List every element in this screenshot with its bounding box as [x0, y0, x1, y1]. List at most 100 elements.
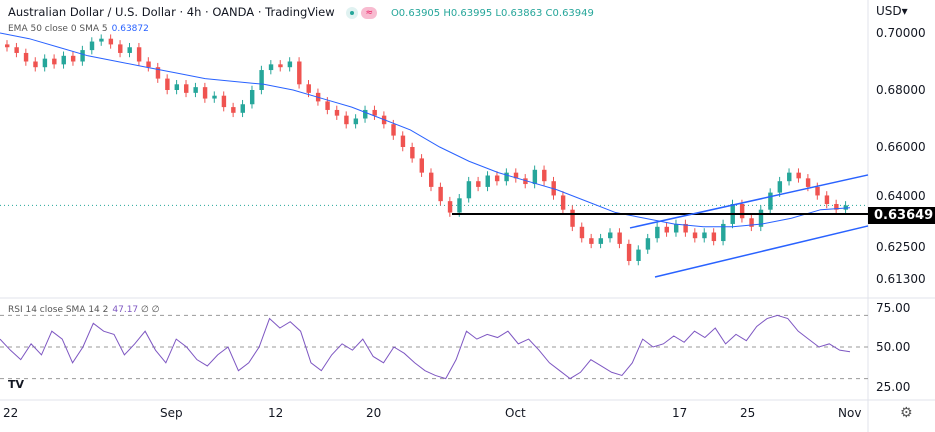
candle-body	[391, 124, 396, 136]
candle-body	[664, 226, 669, 233]
support-price-label: 0.63649	[868, 207, 935, 224]
candle-body	[523, 178, 528, 185]
price-tick: 0.66000	[876, 140, 926, 154]
candle-body	[155, 67, 161, 79]
candle-body	[14, 47, 19, 53]
candle-body	[278, 64, 283, 68]
candle-body	[99, 38, 104, 42]
rsi-tick: 25.00	[876, 379, 911, 394]
rsi-tick: 50.00	[876, 340, 911, 354]
settings-gear-icon[interactable]: ⚙	[900, 405, 913, 421]
low-value: L0.63863	[495, 8, 543, 19]
channel-upper-line	[629, 174, 869, 229]
ema-line	[0, 32, 851, 228]
candle-body	[268, 64, 274, 71]
candle-body	[372, 109, 377, 116]
candle-body	[400, 135, 406, 147]
candle-body	[655, 226, 660, 239]
symbol-title[interactable]: Australian Dollar / U.S. Dollar · 4h · O…	[8, 5, 335, 19]
price-tick: 0.70000	[876, 26, 926, 40]
candle-body	[579, 226, 585, 239]
candle-body	[711, 232, 717, 242]
candle-body	[626, 243, 632, 261]
time-tick: 12	[268, 406, 284, 420]
candle-body	[787, 172, 792, 182]
candle-body	[796, 172, 801, 179]
candle-body	[532, 169, 538, 185]
candle-body	[174, 84, 180, 90]
candle-body	[89, 41, 95, 51]
candle-body	[297, 61, 302, 85]
rsi-label: RSI 14 close SMA 14 2	[8, 305, 109, 315]
candle-body	[325, 101, 330, 110]
candle-body	[61, 55, 66, 65]
candle-body	[485, 175, 490, 187]
ema-label: EMA 50 close 0 SMA 5	[8, 24, 108, 34]
candle-body	[80, 50, 85, 62]
candle-body	[608, 232, 613, 239]
candle-body	[636, 249, 641, 261]
candle-body	[52, 58, 57, 65]
tradingview-logo: TV	[8, 378, 25, 391]
rsi-line	[0, 314, 851, 380]
candle-body	[353, 118, 359, 125]
candle-body	[542, 169, 547, 182]
candle-body	[457, 198, 462, 213]
candle-body	[429, 172, 434, 187]
currency-selector[interactable]: USD▾	[876, 4, 908, 18]
candle-body	[598, 238, 604, 244]
candle-body	[410, 147, 415, 159]
candle-body	[438, 186, 443, 202]
candle-body	[645, 238, 651, 250]
candle-body	[805, 178, 811, 187]
rsi-legend[interactable]: RSI 14 close SMA 14 2 47.17 ∅ ∅	[8, 305, 160, 315]
candle-body	[165, 78, 170, 90]
rsi-extra: ∅ ∅	[141, 305, 160, 315]
time-tick: Oct	[505, 406, 526, 420]
rsi-tick: 75.00	[876, 300, 911, 315]
price-tick: 0.68000	[876, 83, 926, 97]
candle-body	[777, 181, 783, 193]
candle-body	[476, 181, 481, 187]
candle-body	[240, 104, 245, 113]
ema-legend[interactable]: EMA 50 close 0 SMA 5 0.63872	[8, 24, 149, 34]
candle-body	[5, 44, 10, 48]
candle-body	[447, 201, 453, 213]
candle-body	[419, 158, 424, 173]
candle-body	[466, 181, 472, 199]
close-value: C0.63949	[545, 8, 594, 19]
high-value: H0.63995	[443, 8, 493, 19]
candle-body	[589, 238, 594, 244]
candle-body	[202, 87, 208, 99]
candle-body	[184, 84, 189, 93]
candle-body	[221, 95, 227, 108]
open-value: O0.63905	[390, 8, 441, 19]
candle-body	[494, 175, 500, 182]
candle-body	[249, 90, 255, 105]
candle-body	[118, 44, 123, 53]
candle-body	[749, 218, 754, 227]
candle-body	[344, 115, 349, 125]
candle-body	[504, 172, 509, 182]
candle-body	[560, 195, 566, 210]
time-tick: 20	[366, 406, 382, 420]
candle-body	[739, 204, 745, 219]
candle-body	[127, 47, 132, 53]
time-tick: 17	[672, 406, 688, 420]
candle-body	[683, 223, 688, 233]
candle-body	[306, 84, 311, 93]
candle-body	[23, 52, 29, 62]
candle-body	[815, 186, 820, 196]
channel-lower-line	[654, 225, 869, 278]
rsi-value: 47.17	[112, 305, 139, 315]
candle-body	[768, 192, 773, 210]
candle-body	[834, 204, 839, 210]
candle-body	[70, 55, 76, 62]
candle-body	[42, 58, 48, 68]
candle-body	[231, 107, 236, 113]
data-status-icon: ≈	[361, 6, 378, 19]
candle-body	[33, 61, 38, 68]
market-open-icon	[346, 6, 359, 19]
